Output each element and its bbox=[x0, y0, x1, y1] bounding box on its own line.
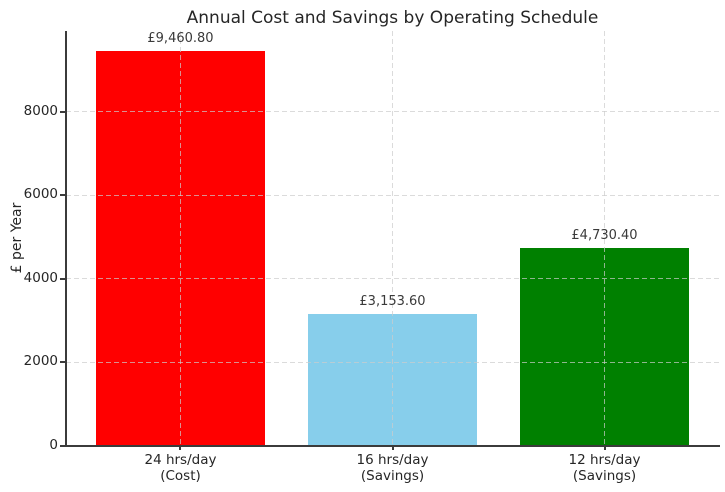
x-tick-mark-1 bbox=[391, 446, 394, 450]
y-tick-label-4000: 4000 bbox=[23, 269, 58, 286]
y-tick-mark-6000 bbox=[60, 194, 65, 197]
x-tick-label-0: 24 hrs/day (Cost) bbox=[144, 452, 217, 485]
y-tick-mark-8000 bbox=[60, 110, 65, 113]
y-tick-label-2000: 2000 bbox=[23, 353, 58, 370]
y-tick-mark-0 bbox=[60, 445, 65, 447]
y-axis-spine bbox=[65, 31, 67, 447]
bar-value-label-1: £3,153.60 bbox=[359, 294, 426, 310]
y-tick-label-8000: 8000 bbox=[23, 102, 58, 119]
x-tick-label-2: 12 hrs/day (Savings) bbox=[568, 452, 641, 485]
plot-area: 0 2000 4000 6000 8000 24 hrs/day (Cost) 16 hrs… bbox=[24, 30, 720, 484]
chart-title: Annual Cost and Savings by Operating Sch… bbox=[186, 8, 599, 28]
x-tick-mark-2 bbox=[603, 446, 606, 450]
x-tick-label-1: 16 hrs/day (Savings) bbox=[356, 452, 429, 485]
y-tick-label-6000: 6000 bbox=[23, 186, 58, 203]
y-axis-label: £ per Year bbox=[9, 202, 25, 274]
y-tick-mark-2000 bbox=[60, 361, 65, 364]
y-tick-mark-4000 bbox=[60, 277, 65, 280]
gridline-vertical-0 bbox=[179, 31, 181, 446]
bar-value-label-2: £4,730.40 bbox=[571, 228, 638, 244]
gridline-vertical-2 bbox=[604, 31, 605, 446]
y-tick-label-0: 0 bbox=[49, 437, 58, 453]
bar-value-label-0: £9,460.80 bbox=[147, 30, 214, 46]
gridline-vertical-1 bbox=[392, 31, 393, 446]
x-tick-mark-0 bbox=[179, 446, 182, 450]
